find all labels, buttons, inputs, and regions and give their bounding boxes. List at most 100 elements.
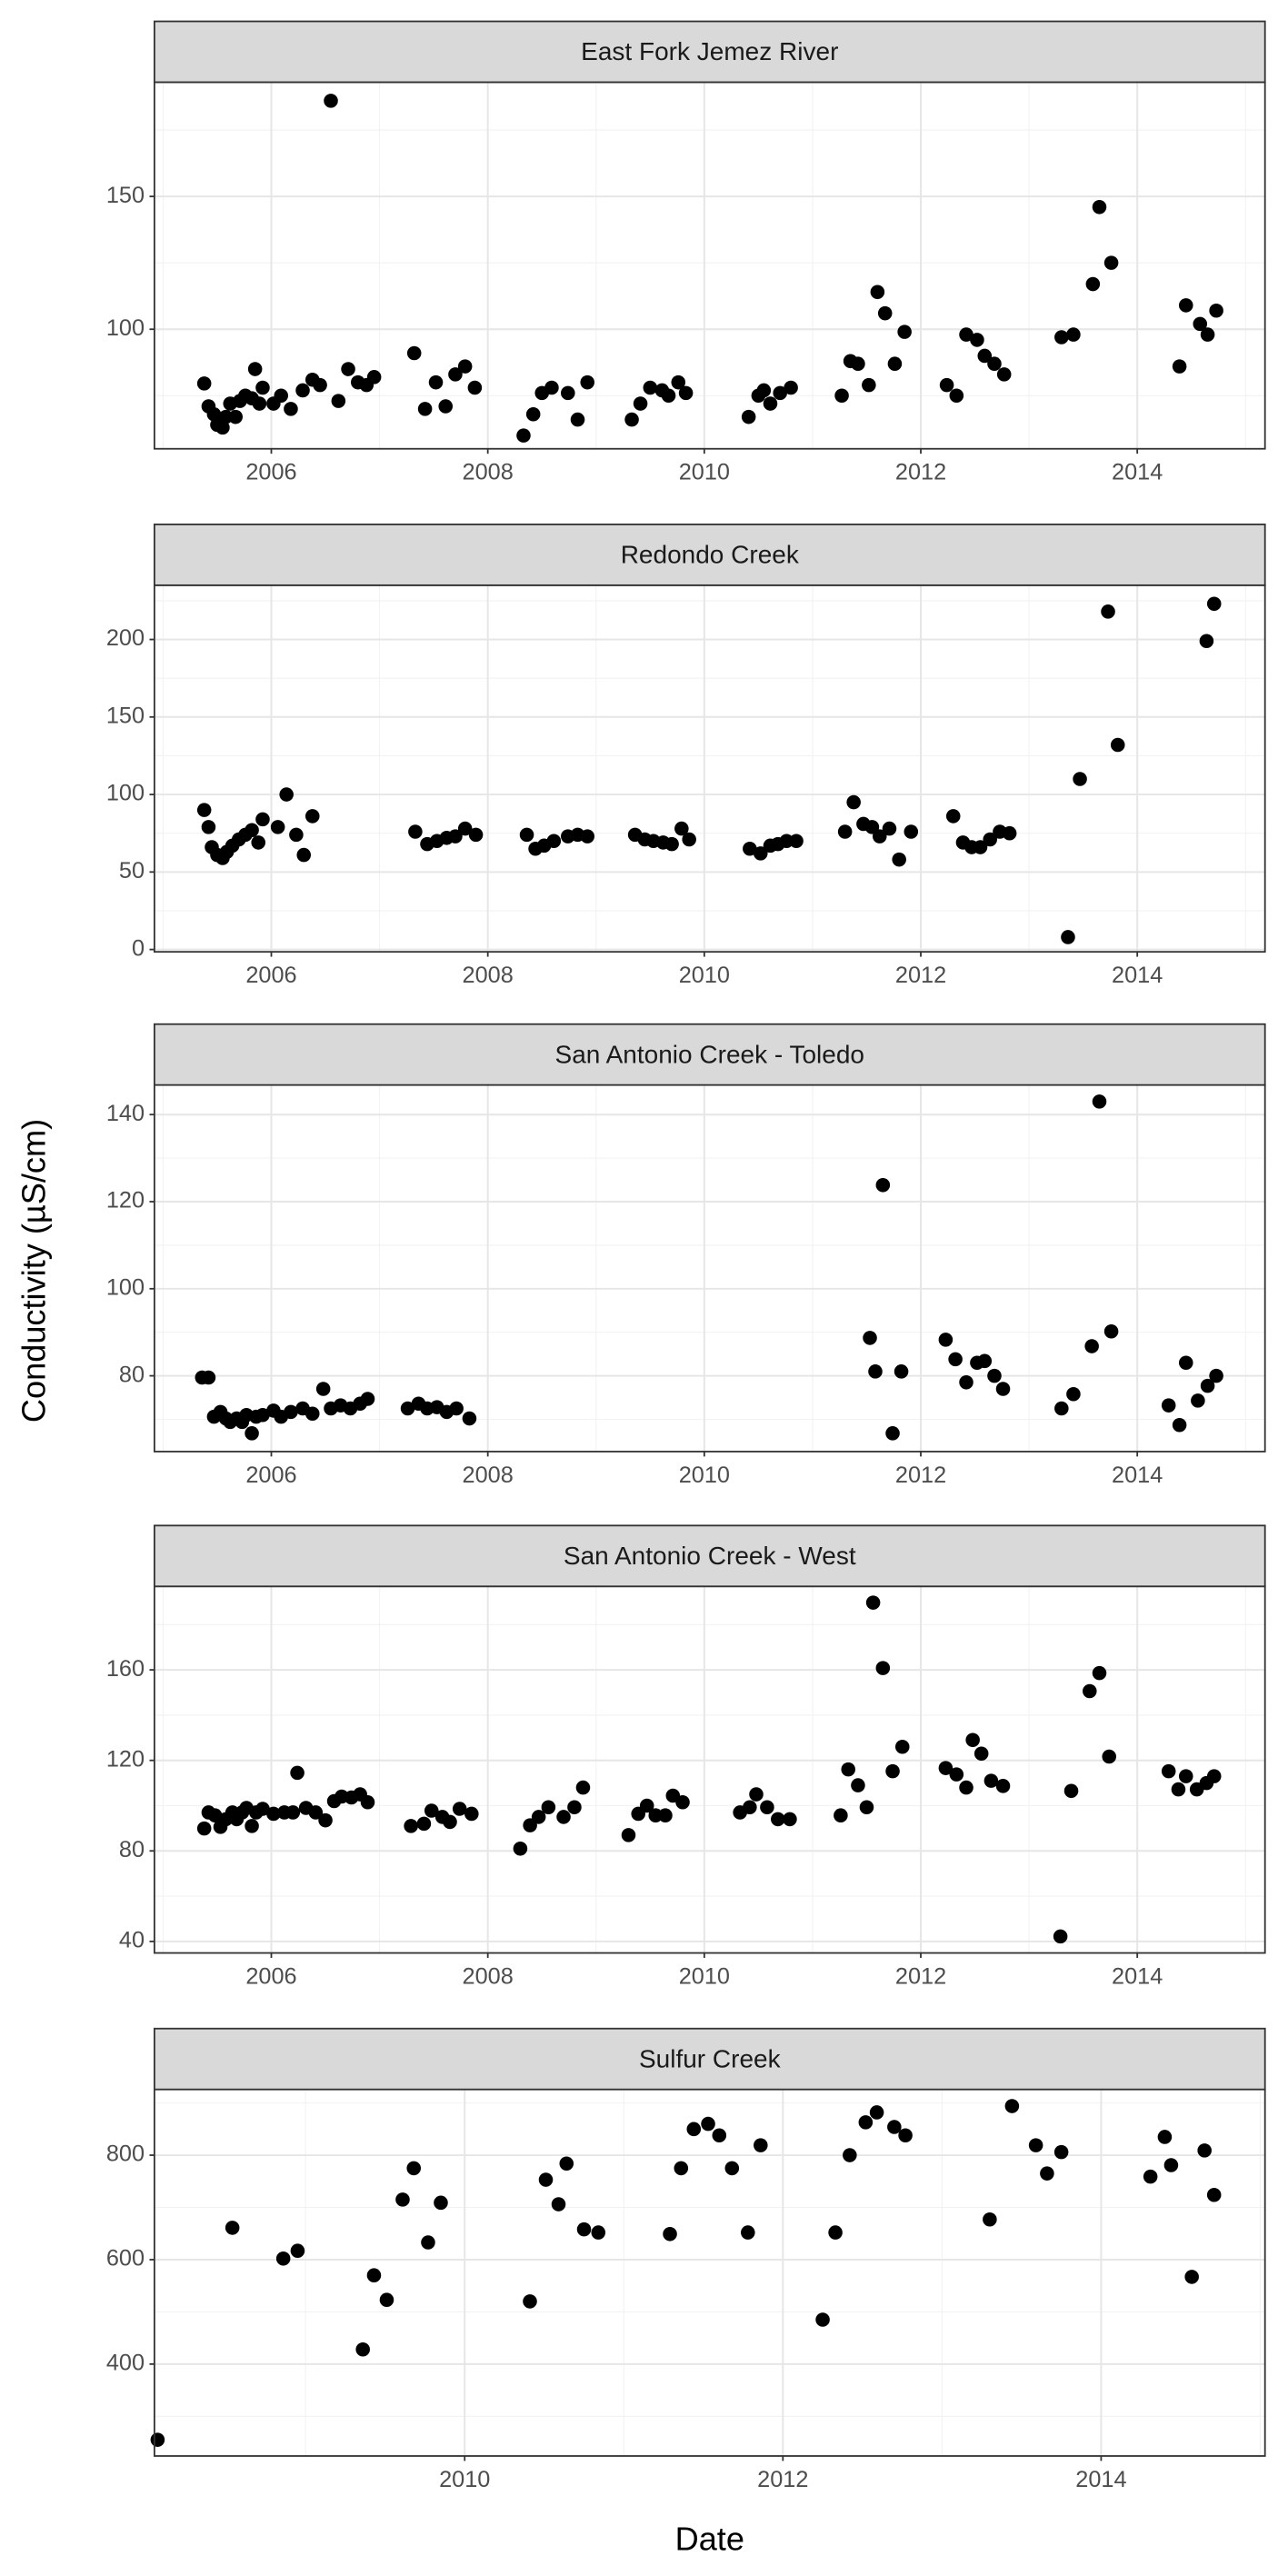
x-tick-label: 2010 bbox=[679, 1963, 730, 1989]
point bbox=[284, 402, 298, 416]
point bbox=[1197, 2143, 1212, 2158]
point bbox=[870, 285, 885, 300]
point bbox=[743, 841, 757, 856]
point bbox=[252, 396, 267, 411]
point bbox=[983, 1773, 999, 1788]
point bbox=[846, 794, 861, 810]
point bbox=[633, 396, 648, 411]
point bbox=[559, 2156, 574, 2172]
x-tick-label: 2006 bbox=[245, 1463, 296, 1488]
point bbox=[1178, 1769, 1193, 1783]
point bbox=[289, 827, 304, 843]
point bbox=[977, 348, 993, 364]
point bbox=[973, 840, 988, 854]
point bbox=[1110, 737, 1125, 753]
point bbox=[366, 2268, 382, 2282]
point bbox=[1143, 2169, 1158, 2184]
point bbox=[1171, 1782, 1186, 1797]
point bbox=[516, 428, 531, 443]
point bbox=[983, 2212, 997, 2227]
point bbox=[400, 1401, 415, 1416]
point bbox=[1053, 1929, 1068, 1944]
point bbox=[1066, 327, 1081, 342]
point bbox=[749, 1787, 764, 1802]
point bbox=[959, 327, 973, 342]
point bbox=[897, 324, 912, 339]
point bbox=[779, 834, 794, 848]
point bbox=[467, 380, 483, 395]
point bbox=[938, 1333, 954, 1347]
point bbox=[513, 1842, 528, 1856]
point bbox=[416, 1816, 432, 1832]
point bbox=[1209, 303, 1223, 318]
point bbox=[863, 1331, 877, 1345]
point bbox=[1028, 2138, 1043, 2152]
point bbox=[868, 1364, 883, 1379]
point bbox=[834, 1808, 848, 1822]
point bbox=[561, 385, 575, 401]
point bbox=[996, 367, 1012, 382]
point bbox=[624, 412, 639, 427]
point bbox=[421, 2235, 435, 2250]
y-tick-label: 150 bbox=[106, 183, 145, 208]
point bbox=[1200, 327, 1215, 342]
point bbox=[305, 809, 320, 824]
point bbox=[201, 820, 216, 834]
x-tick-label: 2014 bbox=[1112, 1963, 1163, 1989]
strip bbox=[153, 524, 1266, 586]
point bbox=[885, 1426, 900, 1441]
point bbox=[987, 1368, 1002, 1383]
point bbox=[218, 409, 234, 424]
point bbox=[661, 388, 676, 404]
point bbox=[1161, 1763, 1176, 1779]
point bbox=[519, 827, 534, 843]
point bbox=[150, 2432, 165, 2447]
point bbox=[324, 94, 338, 108]
point bbox=[771, 1812, 785, 1827]
point bbox=[1004, 2099, 1020, 2113]
point bbox=[675, 1794, 690, 1810]
point bbox=[1172, 359, 1187, 374]
point bbox=[255, 1802, 270, 1816]
point bbox=[434, 2195, 448, 2211]
point bbox=[541, 1800, 556, 1815]
panel-background bbox=[154, 2089, 1265, 2456]
point bbox=[1161, 1398, 1176, 1413]
point bbox=[255, 812, 270, 827]
point bbox=[438, 399, 454, 414]
x-tick-label: 2006 bbox=[245, 460, 296, 485]
point bbox=[1084, 1339, 1099, 1353]
x-tick-label: 2014 bbox=[1112, 460, 1163, 485]
x-tick-label: 2010 bbox=[679, 1463, 730, 1488]
point bbox=[892, 852, 906, 867]
point bbox=[1101, 604, 1115, 619]
point bbox=[1073, 772, 1087, 786]
point bbox=[245, 823, 259, 838]
point bbox=[255, 1407, 270, 1423]
y-tick-label: 100 bbox=[106, 781, 145, 806]
point bbox=[1053, 2144, 1069, 2160]
point bbox=[983, 832, 997, 847]
y-tick-label: 600 bbox=[106, 2246, 145, 2271]
strip bbox=[153, 2027, 1266, 2091]
point bbox=[580, 374, 595, 390]
point bbox=[987, 356, 1002, 371]
point bbox=[417, 402, 433, 416]
x-tick-label: 2012 bbox=[895, 1963, 946, 1989]
point bbox=[815, 2312, 830, 2327]
point bbox=[995, 1382, 1011, 1396]
point bbox=[965, 1732, 980, 1748]
point bbox=[678, 385, 694, 401]
point bbox=[207, 1808, 223, 1822]
point bbox=[760, 1800, 774, 1815]
point bbox=[315, 1382, 331, 1396]
point bbox=[724, 2161, 740, 2176]
x-tick-label: 2010 bbox=[679, 460, 730, 485]
point bbox=[841, 1762, 855, 1777]
point bbox=[575, 1780, 591, 1795]
point bbox=[949, 388, 964, 404]
panel-background bbox=[154, 82, 1265, 449]
point bbox=[959, 1375, 973, 1390]
point bbox=[885, 1763, 900, 1779]
